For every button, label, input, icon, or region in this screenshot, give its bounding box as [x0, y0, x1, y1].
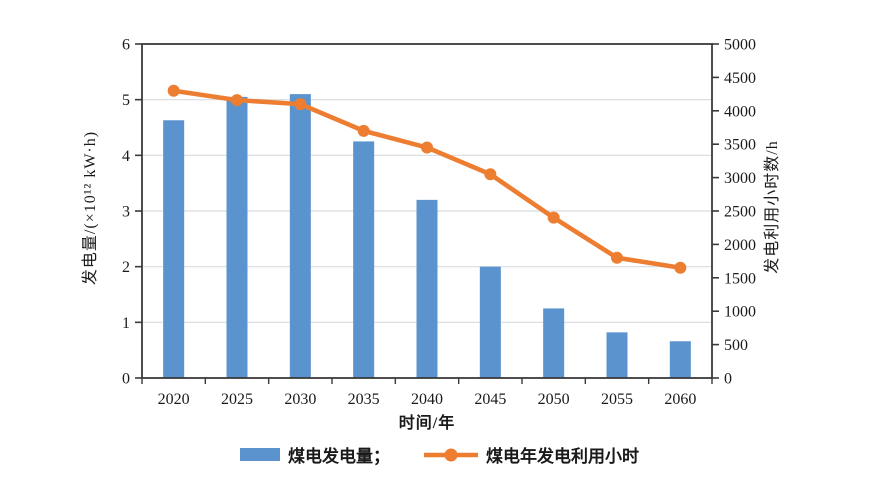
line-marker-2060: [674, 261, 687, 274]
bar-2060: [669, 341, 691, 378]
line-marker-2045: [484, 168, 497, 181]
x-axis-label-2025: 2025: [221, 391, 253, 408]
right-axis-tick-label-500: 500: [724, 337, 748, 354]
right-axis-tick-label-5000: 5000: [724, 37, 756, 54]
left-axis-title: 发电量/(×10¹² kW·h): [82, 130, 99, 286]
left-axis-tick-label-1: 1: [122, 315, 130, 332]
line-marker-2025: [231, 94, 243, 107]
right-axis-tick-label-3500: 3500: [724, 137, 756, 154]
legend-label-bar: 煤电发电量；: [288, 447, 390, 466]
line-marker-2055: [611, 251, 623, 264]
right-axis-tick-label-2000: 2000: [724, 237, 756, 254]
right-axis-tick-label-2500: 2500: [724, 204, 756, 221]
left-axis-tick-label-6: 6: [122, 37, 130, 54]
left-axis-tick-label-2: 2: [122, 259, 130, 276]
line-marker-2040: [421, 141, 433, 154]
line-marker-2035: [357, 124, 370, 137]
x-axis-label-2040: 2040: [411, 391, 443, 408]
x-axis-label-2055: 2055: [601, 391, 633, 408]
right-axis-tick-label-0: 0: [724, 371, 732, 388]
bar-2030: [289, 94, 311, 378]
x-axis-label-2020: 2020: [158, 391, 190, 408]
legend-line-marker: [444, 448, 458, 461]
x-axis-label-2050: 2050: [538, 391, 570, 408]
x-axis-label-2035: 2035: [348, 391, 380, 408]
right-axis-title: 发电利用小时数/h: [764, 140, 781, 274]
bar-2035: [353, 141, 375, 378]
x-axis-label-2060: 2060: [664, 391, 696, 408]
left-axis-tick-label-3: 3: [122, 204, 130, 221]
legend-item-bar: 煤电发电量；: [240, 442, 390, 467]
bar-2040: [416, 199, 438, 378]
x-axis-label-2030: 2030: [284, 391, 316, 408]
left-axis-tick-label-5: 5: [122, 92, 130, 109]
line-marker-2030: [294, 98, 307, 111]
legend: 煤电发电量； 煤电年发电利用小时: [0, 442, 879, 467]
right-axis-tick-label-4500: 4500: [724, 70, 756, 87]
legend-item-line: 煤电年发电利用小时: [424, 442, 639, 467]
right-axis-tick-label-4000: 4000: [724, 103, 756, 120]
line-marker-swatch: [424, 448, 478, 461]
line-marker-2050: [547, 211, 560, 224]
bar-2055: [606, 332, 628, 378]
bar-2025: [226, 96, 248, 378]
x-axis-title: 时间/年: [398, 415, 456, 432]
line-marker-2020: [167, 84, 180, 97]
bar-2020: [163, 120, 185, 378]
legend-label-line: 煤电年发电利用小时: [486, 447, 639, 466]
right-axis-tick-label-1000: 1000: [724, 304, 756, 321]
bar-2050: [543, 308, 565, 378]
bar-2045: [479, 266, 501, 378]
left-axis-tick-label-4: 4: [122, 148, 130, 165]
right-axis-tick-label-1500: 1500: [724, 270, 756, 287]
right-axis-tick-label-3000: 3000: [724, 170, 756, 187]
left-axis-tick-label-0: 0: [122, 371, 130, 388]
x-axis-label-2045: 2045: [474, 391, 506, 408]
bar-swatch: [240, 448, 280, 461]
